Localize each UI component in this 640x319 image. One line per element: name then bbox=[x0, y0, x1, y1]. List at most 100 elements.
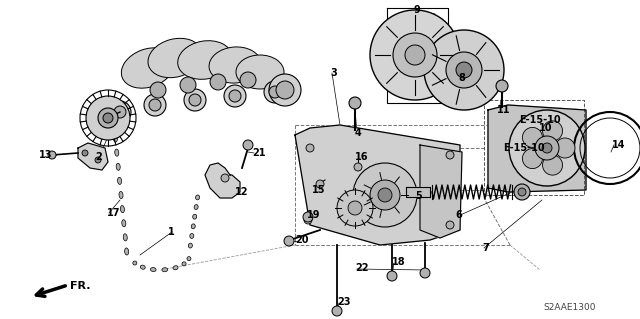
Circle shape bbox=[456, 62, 472, 78]
Circle shape bbox=[184, 89, 206, 111]
Circle shape bbox=[240, 72, 256, 88]
Circle shape bbox=[229, 90, 241, 102]
Text: FR.: FR. bbox=[70, 281, 90, 291]
Text: 2: 2 bbox=[95, 152, 102, 162]
Circle shape bbox=[509, 110, 585, 186]
Polygon shape bbox=[420, 145, 462, 238]
Ellipse shape bbox=[140, 265, 145, 269]
Circle shape bbox=[370, 180, 400, 210]
Text: 1: 1 bbox=[168, 227, 175, 237]
Circle shape bbox=[522, 149, 543, 168]
Text: 19: 19 bbox=[307, 210, 321, 220]
Ellipse shape bbox=[118, 177, 122, 184]
Circle shape bbox=[316, 180, 324, 188]
Text: 17: 17 bbox=[107, 208, 120, 218]
Ellipse shape bbox=[124, 234, 127, 241]
Text: 9: 9 bbox=[413, 5, 420, 15]
Circle shape bbox=[284, 236, 294, 246]
Circle shape bbox=[109, 101, 131, 123]
Circle shape bbox=[149, 99, 161, 111]
Circle shape bbox=[189, 94, 201, 106]
Circle shape bbox=[522, 127, 543, 147]
Text: 20: 20 bbox=[295, 235, 308, 245]
Text: 4: 4 bbox=[355, 128, 362, 138]
Circle shape bbox=[114, 106, 126, 118]
Ellipse shape bbox=[178, 41, 232, 79]
Text: 21: 21 bbox=[252, 148, 266, 158]
Polygon shape bbox=[78, 143, 108, 170]
Ellipse shape bbox=[173, 266, 178, 270]
Circle shape bbox=[543, 155, 563, 175]
Circle shape bbox=[144, 94, 166, 116]
Circle shape bbox=[210, 74, 226, 90]
Ellipse shape bbox=[196, 195, 200, 200]
Circle shape bbox=[224, 85, 246, 107]
Text: 13: 13 bbox=[38, 150, 52, 160]
Text: 23: 23 bbox=[337, 297, 351, 307]
Text: 10: 10 bbox=[539, 123, 552, 133]
Polygon shape bbox=[406, 187, 430, 197]
Circle shape bbox=[555, 138, 575, 158]
Text: 15: 15 bbox=[312, 185, 325, 195]
Circle shape bbox=[446, 52, 482, 88]
Ellipse shape bbox=[162, 268, 168, 272]
Ellipse shape bbox=[193, 214, 196, 219]
Circle shape bbox=[424, 30, 504, 110]
Circle shape bbox=[393, 33, 437, 77]
Text: 6: 6 bbox=[455, 210, 461, 220]
Text: 8: 8 bbox=[458, 73, 465, 83]
Text: 16: 16 bbox=[355, 152, 369, 162]
Circle shape bbox=[542, 143, 552, 153]
Circle shape bbox=[446, 151, 454, 159]
Ellipse shape bbox=[125, 248, 129, 255]
Text: 7: 7 bbox=[482, 243, 489, 253]
Ellipse shape bbox=[188, 243, 193, 248]
Circle shape bbox=[337, 190, 373, 226]
Ellipse shape bbox=[187, 257, 191, 261]
Circle shape bbox=[332, 306, 342, 316]
Text: S2AAE1300: S2AAE1300 bbox=[543, 303, 596, 313]
Ellipse shape bbox=[113, 135, 117, 142]
Ellipse shape bbox=[115, 149, 119, 156]
Ellipse shape bbox=[194, 204, 198, 210]
Text: E-15-10: E-15-10 bbox=[519, 115, 561, 125]
Circle shape bbox=[306, 144, 314, 152]
Circle shape bbox=[264, 81, 286, 103]
Circle shape bbox=[370, 10, 460, 100]
Circle shape bbox=[150, 82, 166, 98]
Circle shape bbox=[514, 184, 530, 200]
Circle shape bbox=[535, 136, 559, 160]
Ellipse shape bbox=[122, 220, 126, 227]
Circle shape bbox=[387, 271, 397, 281]
Circle shape bbox=[180, 77, 196, 93]
Circle shape bbox=[354, 163, 362, 171]
Circle shape bbox=[446, 221, 454, 229]
Circle shape bbox=[276, 81, 294, 99]
Circle shape bbox=[378, 188, 392, 202]
Circle shape bbox=[95, 157, 101, 163]
Ellipse shape bbox=[148, 38, 202, 78]
Ellipse shape bbox=[150, 268, 156, 271]
Circle shape bbox=[269, 86, 281, 98]
Text: 12: 12 bbox=[235, 187, 248, 197]
Circle shape bbox=[103, 113, 113, 123]
Ellipse shape bbox=[209, 47, 261, 83]
Text: 22: 22 bbox=[355, 263, 369, 273]
Ellipse shape bbox=[182, 262, 186, 266]
Circle shape bbox=[496, 80, 508, 92]
Text: 11: 11 bbox=[497, 105, 511, 115]
Circle shape bbox=[420, 268, 430, 278]
Circle shape bbox=[243, 140, 253, 150]
Text: 3: 3 bbox=[330, 68, 337, 78]
Circle shape bbox=[303, 212, 313, 222]
Ellipse shape bbox=[119, 191, 123, 198]
Circle shape bbox=[48, 151, 56, 159]
Polygon shape bbox=[295, 125, 460, 245]
Text: E-15-10: E-15-10 bbox=[503, 143, 545, 153]
Ellipse shape bbox=[116, 163, 120, 170]
Circle shape bbox=[518, 188, 526, 196]
Circle shape bbox=[353, 163, 417, 227]
Circle shape bbox=[86, 96, 130, 140]
Circle shape bbox=[405, 45, 425, 65]
Circle shape bbox=[269, 74, 301, 106]
